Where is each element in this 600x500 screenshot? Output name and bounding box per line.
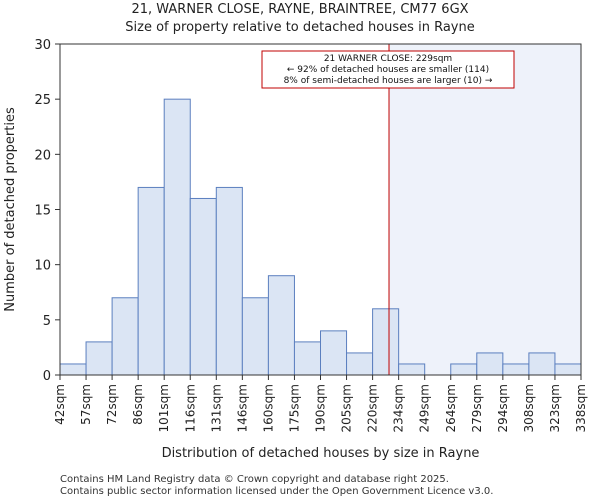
x-tick-label: 146sqm <box>235 384 249 432</box>
footer-copyright: Contains HM Land Registry data © Crown c… <box>60 474 449 485</box>
x-tick-label: 279sqm <box>470 384 484 432</box>
x-tick-label: 131sqm <box>209 384 223 432</box>
x-tick-label: 72sqm <box>105 384 119 425</box>
annotation-border <box>261 50 515 89</box>
x-tick-label: 234sqm <box>392 384 406 432</box>
y-tick-label: 25 <box>34 93 51 108</box>
bar-264sqm <box>450 363 478 376</box>
x-tick-label: 220sqm <box>366 384 380 432</box>
annotation-line-1: 21 WARNER CLOSE: 229sqm <box>324 54 452 64</box>
y-tick-label: 10 <box>34 259 51 274</box>
chart-title-address: 21, WARNER CLOSE, RAYNE, BRAINTREE, CM77… <box>131 2 469 17</box>
x-tick-label: 42sqm <box>53 384 67 425</box>
y-tick-label: 20 <box>34 148 51 163</box>
x-tick-label: 160sqm <box>261 384 275 432</box>
x-tick-label: 116sqm <box>183 384 197 432</box>
chart-title: Size of property relative to detached ho… <box>125 20 475 35</box>
bar-323sqm <box>554 363 582 376</box>
bar-42sqm <box>59 363 87 376</box>
x-tick-label: 205sqm <box>340 384 354 432</box>
x-tick-label: 57sqm <box>79 384 93 425</box>
y-axis-label: Number of detached properties <box>3 107 18 312</box>
y-tick-label: 15 <box>34 204 51 219</box>
bar-294sqm <box>502 363 530 376</box>
x-tick-label: 249sqm <box>418 384 432 432</box>
x-tick-label: 175sqm <box>287 384 301 432</box>
bar-190sqm <box>320 330 348 376</box>
bar-308sqm <box>528 352 556 376</box>
bar-220sqm <box>372 308 400 376</box>
y-tick-label: 30 <box>34 38 51 53</box>
highlight-region <box>389 44 581 375</box>
x-tick-label: 264sqm <box>444 384 458 432</box>
bar-175sqm <box>293 341 322 376</box>
bar-234sqm <box>398 363 426 376</box>
bar-160sqm <box>267 275 295 376</box>
x-tick-label: 323sqm <box>548 384 562 432</box>
annotation-line-3: 8% of semi-detached houses are larger (1… <box>284 76 493 86</box>
bar-86sqm <box>137 186 165 376</box>
x-tick-label: 101sqm <box>157 384 171 432</box>
annotation-box: 21 WARNER CLOSE: 229sqm ← 92% of detache… <box>261 50 515 89</box>
footer-licence: Contains public sector information licen… <box>60 486 494 497</box>
x-tick-label: 308sqm <box>522 384 536 432</box>
bar-57sqm <box>85 341 113 376</box>
bar-131sqm <box>215 186 243 376</box>
bar-205sqm <box>346 352 374 376</box>
bar-72sqm <box>111 297 139 376</box>
x-tick-label: 294sqm <box>496 384 510 432</box>
bar-116sqm <box>189 197 217 376</box>
x-tick-label: 86sqm <box>131 384 145 425</box>
bar-101sqm <box>163 98 191 376</box>
y-tick-label: 5 <box>43 314 51 329</box>
bar-146sqm <box>241 297 269 376</box>
x-tick-label: 338sqm <box>574 384 588 432</box>
y-tick-label: 0 <box>43 369 51 384</box>
x-axis-label: Distribution of detached houses by size … <box>162 446 480 461</box>
bar-279sqm <box>476 352 504 376</box>
x-tick-label: 190sqm <box>314 384 328 432</box>
annotation-line-2: ← 92% of detached houses are smaller (11… <box>287 65 489 75</box>
